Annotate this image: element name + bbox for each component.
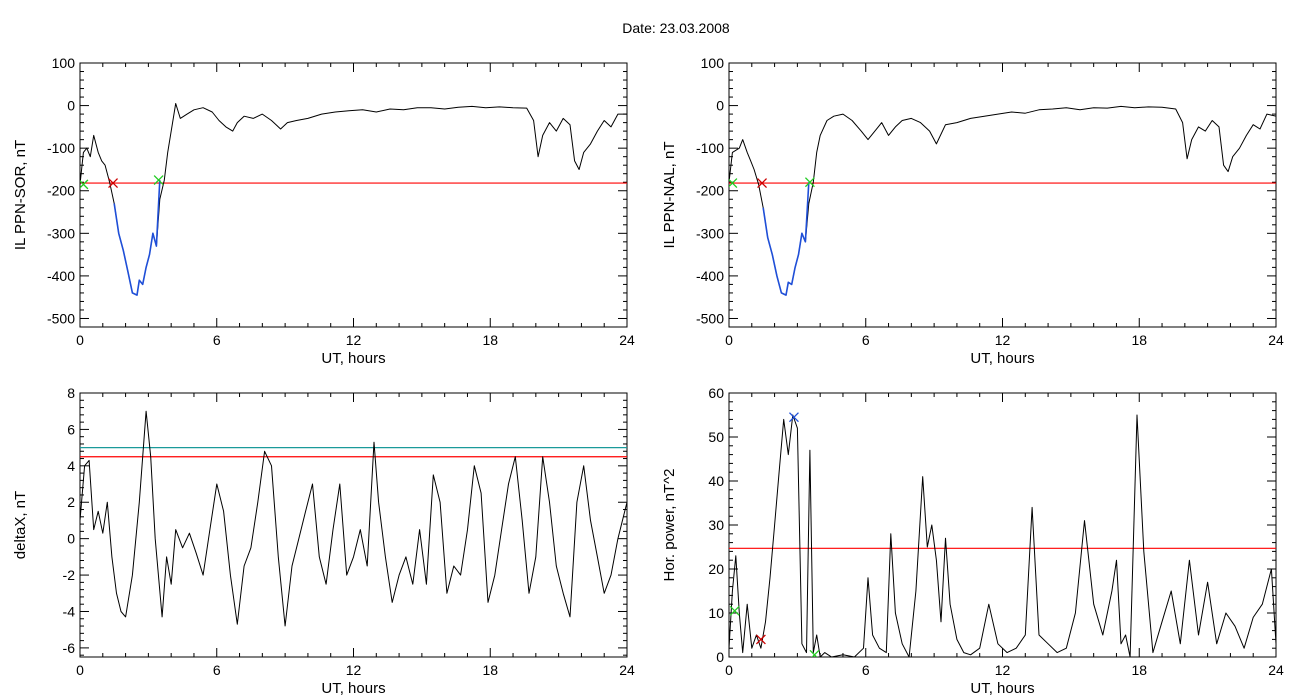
x-tick-label: 24 bbox=[619, 662, 635, 678]
event-marker bbox=[729, 605, 740, 616]
x-tick-label: 18 bbox=[482, 332, 498, 348]
y-tick-label: 100 bbox=[701, 55, 725, 71]
y-tick-label: 0 bbox=[716, 649, 724, 665]
chart-panel-1: 0 6 12 18 24 100 0 -100 -200 -300 -400 -500 UT, hour… bbox=[12, 55, 635, 367]
y-tick-label: -4 bbox=[63, 603, 76, 619]
y-tick-label: 10 bbox=[708, 605, 724, 621]
plot-area bbox=[80, 410, 627, 627]
y-tick-label: 100 bbox=[52, 55, 76, 71]
x-tick-label: 12 bbox=[346, 332, 362, 348]
series-line bbox=[729, 414, 1276, 657]
event-marker bbox=[757, 178, 768, 189]
event-marker bbox=[80, 179, 89, 190]
event-marker bbox=[108, 178, 119, 189]
x-axis-label: UT, hours bbox=[321, 680, 385, 697]
y-tick-label: -6 bbox=[63, 640, 76, 656]
x-tick-label: 12 bbox=[995, 332, 1011, 348]
event-marker bbox=[729, 178, 738, 189]
y-tick-label: -100 bbox=[47, 140, 75, 156]
plot-area bbox=[729, 105, 1276, 296]
y-tick-label: -200 bbox=[696, 183, 724, 199]
x-tick-label: 0 bbox=[76, 332, 84, 348]
x-axis-label: UT, hours bbox=[321, 350, 385, 367]
y-tick-label: 20 bbox=[708, 561, 724, 577]
y-axis-label: Hor. power, nT^2 bbox=[661, 469, 678, 582]
x-tick-label: 6 bbox=[862, 662, 870, 678]
y-axis-label: deltaX, nT bbox=[12, 491, 29, 559]
plot-area bbox=[80, 103, 627, 296]
y-tick-label: 4 bbox=[67, 458, 75, 474]
plot-frame bbox=[79, 62, 628, 328]
y-tick-label: -400 bbox=[696, 268, 724, 284]
y-tick-label: -300 bbox=[47, 225, 75, 241]
chart-panel-3: 0 6 12 18 24 8 6 4 2 0 -2 -4 -6 UT, hours deltaX, nT bbox=[12, 385, 635, 697]
x-axis-label: UT, hours bbox=[970, 350, 1034, 367]
y-tick-label: -300 bbox=[696, 225, 724, 241]
y-tick-label: -2 bbox=[63, 567, 76, 583]
y-tick-label: 40 bbox=[708, 473, 724, 489]
y-tick-label: -500 bbox=[47, 310, 75, 326]
y-axis-label: IL PPN-NAL, nT bbox=[661, 142, 678, 249]
x-tick-label: 12 bbox=[995, 662, 1011, 678]
series-line bbox=[80, 410, 627, 627]
y-tick-label: 0 bbox=[716, 98, 724, 114]
y-tick-label: -500 bbox=[696, 310, 724, 326]
x-tick-label: 6 bbox=[213, 332, 221, 348]
x-tick-label: 6 bbox=[213, 662, 221, 678]
figure-title: Date: 23.03.2008 bbox=[622, 20, 730, 36]
x-tick-label: 18 bbox=[1131, 332, 1147, 348]
y-tick-label: 0 bbox=[67, 531, 75, 547]
x-tick-label: 12 bbox=[346, 662, 362, 678]
highlight-segment bbox=[762, 182, 810, 296]
y-tick-label: -200 bbox=[47, 183, 75, 199]
chart-panel-4: 0 6 12 18 24 60 50 40 30 20 10 0 UT, hours Hor. power… bbox=[661, 385, 1284, 697]
x-tick-label: 0 bbox=[76, 662, 84, 678]
highlight-segment bbox=[113, 180, 161, 296]
x-tick-label: 18 bbox=[1131, 662, 1147, 678]
plot-area bbox=[729, 412, 1276, 657]
x-axis-label: UT, hours bbox=[970, 680, 1034, 697]
series-line bbox=[80, 103, 627, 296]
y-tick-label: -400 bbox=[47, 268, 75, 284]
event-marker bbox=[788, 412, 799, 423]
x-tick-label: 24 bbox=[1268, 332, 1284, 348]
event-marker bbox=[804, 177, 815, 188]
event-marker bbox=[755, 634, 766, 645]
event-marker bbox=[809, 649, 820, 657]
y-tick-label: 30 bbox=[708, 517, 724, 533]
y-axis-label: IL PPN-SOR, nT bbox=[12, 140, 29, 250]
x-tick-label: 18 bbox=[482, 662, 498, 678]
y-tick-label: 60 bbox=[708, 385, 724, 401]
x-tick-label: 6 bbox=[862, 332, 870, 348]
x-tick-label: 24 bbox=[619, 332, 635, 348]
chart-panel-2: 0 6 12 18 24 100 0 -100 -200 -300 -400 -500 UT, hour… bbox=[661, 55, 1284, 367]
event-marker bbox=[153, 175, 164, 186]
series-line bbox=[729, 105, 1276, 296]
y-tick-label: 2 bbox=[67, 494, 75, 510]
y-tick-label: 0 bbox=[67, 98, 75, 114]
y-tick-label: 8 bbox=[67, 385, 75, 401]
y-tick-label: 50 bbox=[708, 429, 724, 445]
plot-frame bbox=[79, 392, 628, 658]
y-tick-label: 6 bbox=[67, 421, 75, 437]
x-tick-label: 0 bbox=[725, 332, 733, 348]
x-tick-label: 24 bbox=[1268, 662, 1284, 678]
y-tick-label: -100 bbox=[696, 140, 724, 156]
x-tick-label: 0 bbox=[725, 662, 733, 678]
